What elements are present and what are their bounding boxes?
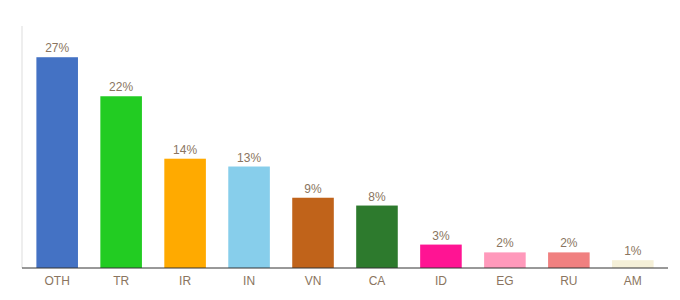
chart: 27% 22% 14% 13% 9% 8% 3% 2% 2% 1% OTH TR IR IN VN CA ID E… (0, 0, 680, 300)
y-axis-line (22, 26, 23, 268)
bar (420, 245, 462, 268)
x-tick-label: CA (369, 274, 386, 288)
data-label: 3% (432, 229, 450, 243)
x-tick-label: TR (113, 274, 129, 288)
data-label: 9% (304, 182, 322, 196)
chart-container: 27% 22% 14% 13% 9% 8% 3% 2% 2% 1% OTH TR IR IN VN CA ID E… (0, 0, 680, 300)
x-tick-label: RU (560, 274, 577, 288)
x-tick-label: IR (179, 274, 191, 288)
data-label: 22% (109, 80, 133, 94)
data-label: 1% (624, 244, 642, 258)
bar (292, 198, 334, 268)
x-tick-labels: OTH TR IR IN VN CA ID EG RU AM (45, 274, 642, 288)
x-tick-label: IN (243, 274, 255, 288)
x-axis-line (22, 268, 668, 269)
bar (612, 260, 654, 268)
data-label: 14% (173, 143, 197, 157)
data-label: 13% (237, 151, 261, 165)
data-labels: 27% 22% 14% 13% 9% 8% 3% 2% 2% 1% (45, 41, 642, 258)
data-label: 2% (560, 236, 578, 250)
bar (228, 167, 270, 268)
bar (36, 57, 78, 268)
data-label: 8% (368, 190, 386, 204)
bar (100, 96, 142, 268)
data-label: 2% (496, 236, 514, 250)
x-tick-label: OTH (45, 274, 70, 288)
bar (356, 206, 398, 268)
bars (36, 57, 653, 268)
x-tick-label: AM (624, 274, 642, 288)
bar (484, 252, 526, 268)
data-label: 27% (45, 41, 69, 55)
x-tick-label: ID (435, 274, 447, 288)
x-tick-label: EG (496, 274, 513, 288)
bar (164, 159, 206, 268)
x-tick-label: VN (305, 274, 322, 288)
bar (548, 252, 590, 268)
